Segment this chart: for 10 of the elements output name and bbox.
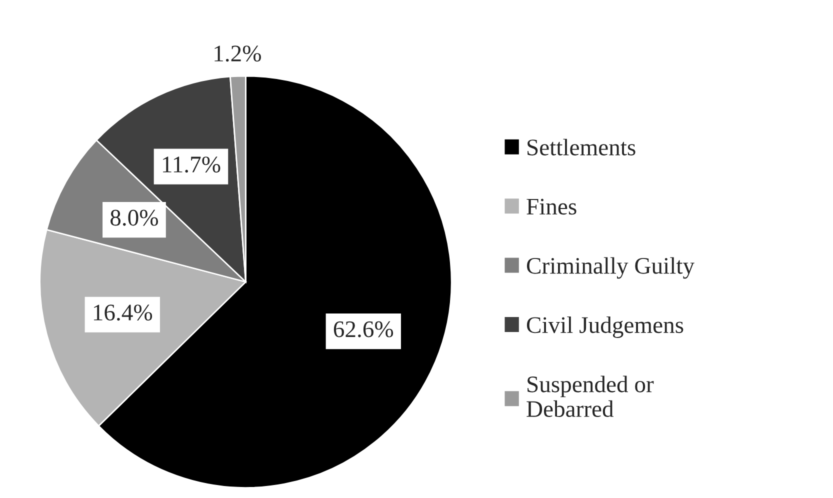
- legend-label: Suspended or Debarred: [526, 376, 654, 418]
- data-label: 1.2%: [214, 46, 261, 62]
- data-label: 8.0%: [110, 210, 158, 226]
- legend-label: Settlements: [528, 138, 636, 156]
- legend-label: Criminally Guilty: [526, 257, 694, 279]
- data-label: 11.7%: [163, 156, 220, 173]
- data-label: 62.6%: [334, 321, 394, 338]
- legend-label: Civil Judgemens: [526, 316, 684, 338]
- data-label: 16.4%: [94, 304, 152, 321]
- legend-label: Fines: [526, 198, 576, 215]
